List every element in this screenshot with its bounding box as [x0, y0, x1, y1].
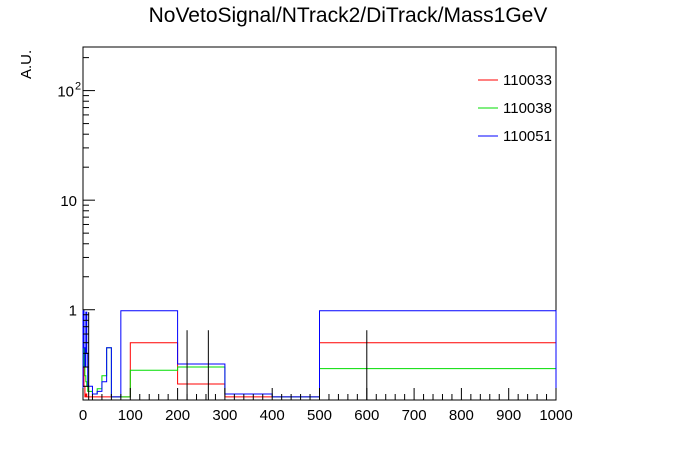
x-tick-label: 400	[260, 407, 285, 424]
series-line-110051	[82, 310, 557, 400]
y-tick-label-exponent: 2	[75, 81, 81, 93]
y-tick-label: 10	[57, 84, 74, 101]
x-tick-label: 0	[79, 407, 87, 424]
chart-title: NoVetoSignal/NTrack2/DiTrack/Mass1GeV	[148, 4, 548, 27]
x-tick-label: 100	[118, 407, 143, 424]
legend-label-110033: 110033	[503, 72, 552, 89]
x-tick-label: 1000	[539, 407, 572, 424]
x-tick-label: 900	[496, 407, 521, 424]
legend-label-110038: 110038	[503, 100, 552, 117]
y-tick-label: 10	[60, 193, 77, 210]
legend-label-110051: 110051	[503, 128, 552, 145]
x-tick-label: 700	[402, 407, 427, 424]
x-tick-label: 600	[354, 407, 379, 424]
y-tick-label: 1	[69, 303, 77, 320]
x-tick-label: 800	[449, 407, 474, 424]
x-tick-label: 200	[165, 407, 190, 424]
x-tick-label: 300	[212, 407, 237, 424]
series-line-110033	[82, 310, 557, 400]
x-tick-label: 500	[307, 407, 332, 424]
